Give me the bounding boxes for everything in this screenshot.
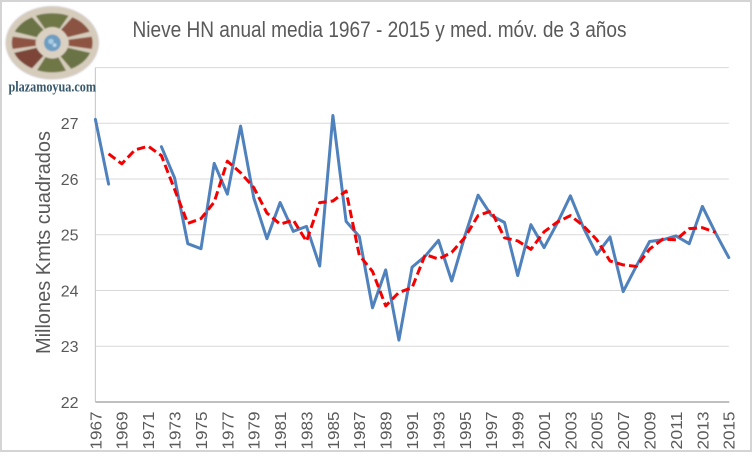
svg-text:1981: 1981 xyxy=(273,411,290,449)
svg-text:1989: 1989 xyxy=(379,411,396,449)
svg-text:Nieve HN anual media 1967 - 20: Nieve HN anual media 1967 - 2015 y med. … xyxy=(133,17,627,42)
svg-text:2003: 2003 xyxy=(563,411,580,449)
svg-text:2005: 2005 xyxy=(590,411,607,449)
svg-text:25: 25 xyxy=(61,228,79,245)
svg-text:2015: 2015 xyxy=(722,411,739,449)
svg-text:24: 24 xyxy=(61,283,79,300)
svg-text:22: 22 xyxy=(61,395,79,412)
svg-text:2007: 2007 xyxy=(616,411,633,449)
svg-text:1975: 1975 xyxy=(194,411,211,449)
svg-text:1983: 1983 xyxy=(299,411,316,449)
svg-text:27: 27 xyxy=(61,116,79,133)
svg-text:2009: 2009 xyxy=(643,411,660,449)
svg-text:2013: 2013 xyxy=(695,411,712,449)
svg-text:1969: 1969 xyxy=(115,411,132,449)
svg-text:1993: 1993 xyxy=(431,411,448,449)
svg-text:Millones Kmts cuadrados: Millones Kmts cuadrados xyxy=(33,131,55,354)
svg-text:1967: 1967 xyxy=(88,411,105,449)
svg-text:26: 26 xyxy=(61,172,79,189)
svg-text:1997: 1997 xyxy=(484,411,501,449)
svg-text:1977: 1977 xyxy=(220,411,237,449)
svg-text:1991: 1991 xyxy=(405,411,422,449)
svg-text:1985: 1985 xyxy=(326,411,343,449)
svg-text:23: 23 xyxy=(61,339,79,356)
svg-text:1979: 1979 xyxy=(247,411,264,449)
svg-text:2001: 2001 xyxy=(537,411,554,449)
svg-text:1987: 1987 xyxy=(352,411,369,449)
svg-text:1973: 1973 xyxy=(168,411,185,449)
svg-text:1999: 1999 xyxy=(511,411,528,449)
svg-text:1971: 1971 xyxy=(141,411,158,449)
svg-text:1995: 1995 xyxy=(458,411,475,449)
svg-text:2011: 2011 xyxy=(669,411,686,449)
svg-text:plazamoyua.com: plazamoyua.com xyxy=(9,80,97,96)
